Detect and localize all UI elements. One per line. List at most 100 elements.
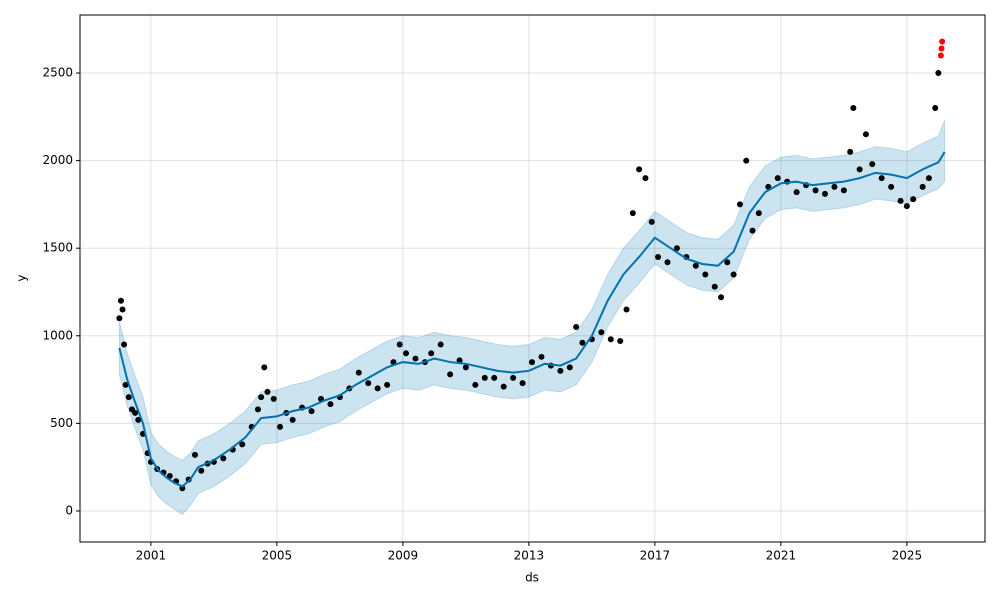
observed-point: [557, 367, 564, 374]
x-tick-label: 2017: [640, 549, 671, 563]
observed-point: [692, 262, 699, 269]
observed-point: [365, 380, 372, 387]
observed-point: [116, 315, 123, 322]
observed-point: [327, 401, 334, 408]
observed-point: [743, 157, 750, 164]
observed-point: [220, 455, 227, 462]
observed-point: [856, 166, 863, 173]
observed-point: [119, 306, 126, 313]
observed-point: [529, 359, 536, 366]
observed-point: [456, 357, 463, 364]
observed-point: [655, 253, 662, 260]
uncertainty-band: [118, 120, 946, 516]
observed-point: [472, 381, 479, 388]
observed-point: [566, 364, 573, 371]
observed-point: [239, 441, 246, 448]
observed-point: [122, 381, 129, 388]
observed-point: [510, 374, 517, 381]
x-tick-label: 2001: [136, 549, 167, 563]
observed-point: [623, 306, 630, 313]
y-tick-label: 1500: [42, 241, 73, 255]
observed-point: [412, 355, 419, 362]
observed-point: [897, 197, 904, 204]
observed-point: [642, 175, 649, 182]
x-tick-label: 2013: [514, 549, 545, 563]
y-tick-label: 500: [50, 416, 73, 430]
observed-point: [629, 210, 636, 217]
observed-point: [925, 175, 932, 182]
observed-point: [812, 187, 819, 194]
y-tick-label: 1000: [42, 328, 73, 342]
x-tick-label: 2009: [388, 549, 419, 563]
observed-point: [793, 189, 800, 196]
observed-point: [390, 359, 397, 366]
observed-point: [491, 374, 498, 381]
observed-point: [869, 161, 876, 168]
observed-point: [673, 245, 680, 252]
observed-point: [258, 394, 265, 401]
observed-point: [736, 201, 743, 208]
observed-point: [702, 271, 709, 278]
observed-point: [862, 131, 869, 138]
observed-point: [888, 183, 895, 190]
observed-point: [598, 329, 605, 336]
y-axis-label: y: [15, 274, 29, 281]
observed-point: [724, 259, 731, 266]
observed-point: [579, 339, 586, 346]
observed-point: [919, 183, 926, 190]
observed-point: [191, 451, 198, 458]
forecast-line: [118, 151, 946, 488]
observed-point: [607, 336, 614, 343]
observed-point: [573, 324, 580, 331]
anomaly-point: [938, 45, 945, 52]
observed-point: [935, 69, 942, 76]
observed-point: [289, 416, 296, 423]
observed-point: [403, 350, 410, 357]
x-axis-label: ds: [525, 571, 539, 585]
y-tick-label: 2000: [42, 153, 73, 167]
observed-point: [847, 148, 854, 155]
observed-point: [374, 385, 381, 392]
observed-point: [125, 394, 132, 401]
observed-point: [447, 371, 454, 378]
observed-point: [519, 380, 526, 387]
observed-point: [384, 381, 391, 388]
observed-point: [765, 183, 772, 190]
plot-frame: [79, 14, 986, 543]
observed-point: [910, 196, 917, 203]
observed-point: [831, 183, 838, 190]
x-tick-label: 2021: [766, 549, 797, 563]
observed-point: [481, 374, 488, 381]
observed-point: [270, 395, 277, 402]
x-tick-label: 2025: [892, 549, 923, 563]
observed-point: [648, 218, 655, 225]
observed-point: [462, 364, 469, 371]
y-tick-label: 2500: [42, 65, 73, 79]
observed-point: [821, 190, 828, 197]
anomaly-point: [937, 52, 944, 59]
observed-point: [878, 175, 885, 182]
observed-point: [774, 175, 781, 182]
observed-point: [932, 105, 939, 112]
observed-point: [254, 406, 261, 413]
x-tick-label: 2005: [262, 549, 293, 563]
observed-point: [749, 227, 756, 234]
y-tick-label: 0: [65, 503, 73, 517]
observed-point: [636, 166, 643, 173]
observed-point: [166, 472, 173, 479]
observed-point: [718, 294, 725, 301]
observed-point: [121, 341, 128, 348]
observed-point: [308, 408, 315, 415]
observed-point: [135, 416, 142, 423]
observed-point: [664, 259, 671, 266]
observed-point: [840, 187, 847, 194]
observed-point: [730, 271, 737, 278]
observed-point: [711, 283, 718, 290]
observed-point: [277, 423, 284, 430]
observed-point: [132, 409, 139, 416]
observed-point: [261, 364, 268, 371]
observed-point: [264, 388, 271, 395]
observed-point: [903, 203, 910, 210]
